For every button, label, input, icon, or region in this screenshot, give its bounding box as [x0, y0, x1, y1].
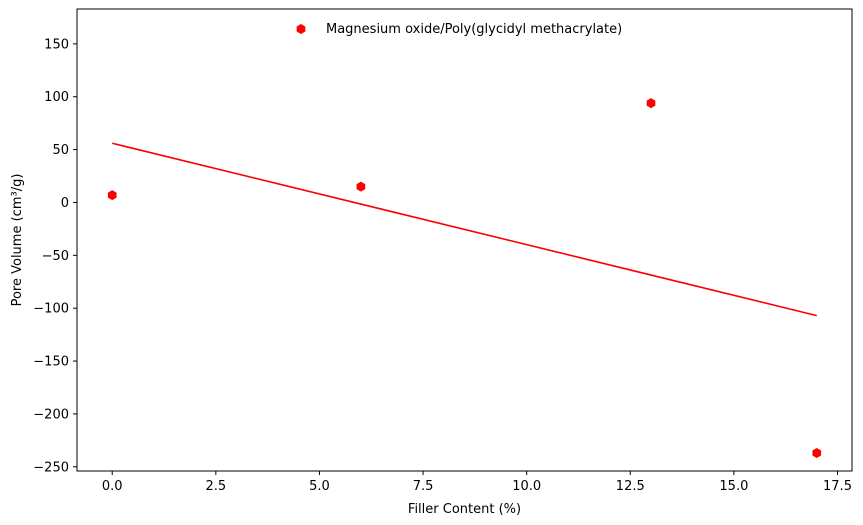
y-tick-label: −250 — [33, 460, 69, 475]
x-tick-label: 10.0 — [512, 479, 541, 494]
x-tick-label: 2.5 — [205, 479, 226, 494]
data-point — [356, 181, 366, 192]
legend-marker — [296, 24, 306, 34]
plot-frame — [76, 8, 853, 472]
x-axis-label: Filler Content (%) — [408, 502, 521, 517]
y-tick-label: 0 — [61, 196, 69, 211]
trend-line — [112, 142, 817, 317]
y-tick-label: −150 — [33, 355, 69, 370]
legend-label: Magnesium oxide/Poly(glycidyl methacryla… — [326, 22, 622, 37]
data-point — [107, 190, 117, 201]
legend: Magnesium oxide/Poly(glycidyl methacryla… — [296, 22, 622, 37]
y-tick-label: 50 — [52, 143, 69, 158]
y-tick-label: 150 — [44, 37, 69, 52]
x-tick-label: 15.0 — [719, 479, 748, 494]
x-tick-label: 0.0 — [102, 479, 123, 494]
y-tick-label: −50 — [42, 249, 69, 264]
x-tick-label: 7.5 — [413, 479, 434, 494]
x-axis-ticks: 0.0 2.5 5.0 7.5 10.0 12.5 15.0 17.5 — [102, 471, 852, 494]
y-axis-ticks: −250 −200 −150 −100 −50 0 50 100 150 — [33, 37, 77, 475]
x-tick-label: 12.5 — [616, 479, 645, 494]
y-tick-label: −200 — [33, 407, 69, 422]
data-marks — [107, 98, 822, 459]
data-point — [812, 448, 822, 459]
x-tick-label: 17.5 — [823, 479, 852, 494]
data-point — [646, 98, 656, 109]
y-axis-label: Pore Volume (cm³/g) — [10, 174, 25, 307]
x-tick-label: 5.0 — [309, 479, 330, 494]
y-tick-label: −100 — [33, 302, 69, 317]
y-tick-label: 100 — [44, 90, 69, 105]
